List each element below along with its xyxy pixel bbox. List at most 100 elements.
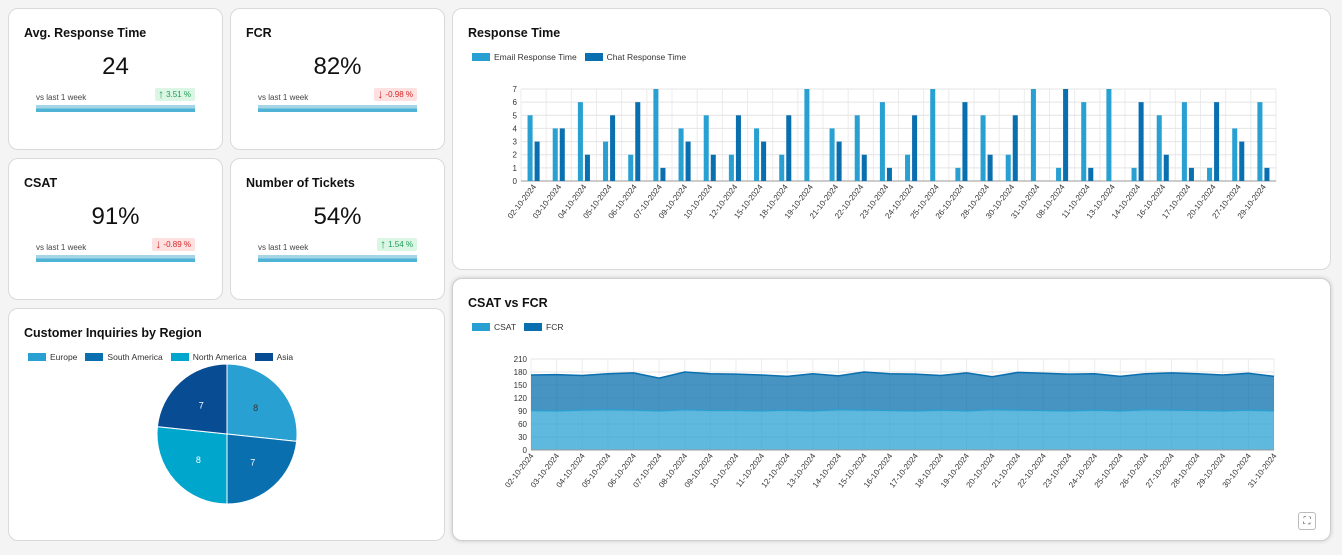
kpi-comparison-label: vs last 1 week — [36, 243, 87, 252]
bar — [836, 141, 842, 181]
chart-title: CSAT vs FCR — [468, 296, 548, 310]
y-tick-label: 180 — [514, 368, 528, 377]
legend-item[interactable]: Asia — [254, 352, 294, 362]
legend-item[interactable]: South America — [85, 352, 163, 362]
bar — [1239, 141, 1245, 181]
pie-slice — [156, 426, 228, 505]
legend-item[interactable]: Chat Response Time — [584, 52, 686, 62]
csat-vs-fcr-area-chart: 030609012015018021002-10-202403-10-20240… — [503, 355, 1279, 489]
y-tick-label: 30 — [518, 433, 527, 442]
bar — [829, 128, 835, 181]
bar — [779, 154, 785, 181]
bar — [1257, 102, 1263, 181]
y-tick-label: 150 — [514, 381, 528, 390]
legend-label: Europe — [50, 352, 78, 362]
expand-icon: ⛶ — [1303, 515, 1311, 527]
kpi-card-fcr: FCR 82% vs last 1 week ↓ -0.98 % — [230, 8, 445, 150]
kpi-change-badge: ↑ 1.54 % — [377, 238, 417, 251]
bar — [761, 141, 767, 181]
kpi-change-value: 1.54 % — [388, 239, 413, 249]
legend-label: South America — [107, 352, 163, 362]
bar — [1131, 167, 1137, 181]
region-chart-card: Customer Inquiries by Region Europe South… — [8, 308, 445, 541]
kpi-comparison-label: vs last 1 week — [258, 243, 309, 252]
kpi-change-badge: ↓ -0.89 % — [152, 238, 195, 251]
legend-item[interactable]: Europe — [28, 352, 77, 362]
bar — [754, 128, 760, 181]
bar — [1188, 167, 1194, 181]
bar — [603, 141, 609, 181]
kpi-title: Number of Tickets — [246, 176, 355, 190]
bar — [1138, 102, 1144, 181]
legend-swatch — [524, 323, 543, 331]
kpi-progress-bar — [36, 105, 195, 112]
chart-legend: Email Response Time Chat Response Time — [472, 52, 686, 62]
arrow-down-icon: ↓ — [155, 237, 162, 251]
legend-swatch — [85, 353, 104, 361]
legend-item[interactable]: North America — [170, 352, 247, 362]
kpi-card-number-of-tickets: Number of Tickets 54% vs last 1 week ↑ 1.… — [230, 158, 445, 300]
arrow-up-icon: ↑ — [158, 87, 165, 101]
kpi-progress-bar — [258, 255, 417, 262]
bar — [1156, 115, 1162, 181]
kpi-change-badge: ↓ -0.98 % — [374, 88, 417, 101]
y-tick-label: 1 — [513, 164, 518, 173]
bar — [735, 115, 741, 181]
y-tick-label: 2 — [513, 151, 518, 160]
kpi-value: 82% — [313, 53, 362, 80]
kpi-value: 91% — [91, 203, 140, 230]
bar — [962, 102, 968, 181]
bar — [1081, 102, 1087, 181]
bar — [1005, 154, 1011, 181]
csat-line — [530, 409, 1275, 412]
pie-chart: 8 7 8 7 — [156, 363, 298, 505]
y-tick-label: 60 — [518, 420, 527, 429]
pie-slice — [226, 363, 298, 442]
bar — [930, 89, 936, 181]
pie-slice — [156, 363, 228, 435]
legend-label: Email Response Time — [494, 52, 577, 62]
bar — [1214, 102, 1220, 181]
kpi-title: Avg. Response Time — [24, 26, 147, 40]
bar — [879, 102, 885, 181]
y-tick-label: 120 — [514, 394, 528, 403]
chart-title: Customer Inquiries by Region — [24, 326, 202, 340]
chart-legend: CSAT FCR — [472, 322, 564, 332]
pie-slice-label: 8 — [196, 455, 201, 465]
bar — [1163, 154, 1169, 181]
kpi-change-value: 3.51 % — [166, 89, 191, 99]
kpi-card-csat: CSAT 91% vs last 1 week ↓ -0.89 % — [8, 158, 223, 300]
y-tick-label: 0 — [513, 177, 518, 186]
bar — [628, 154, 634, 181]
legend-item[interactable]: FCR — [524, 322, 564, 332]
kpi-title: CSAT — [24, 176, 58, 190]
bar — [987, 154, 993, 181]
bar — [854, 115, 860, 181]
legend-swatch — [254, 353, 273, 361]
csat-area — [531, 409, 1274, 450]
fullscreen-button[interactable]: ⛶ — [1298, 512, 1316, 530]
y-tick-label: 6 — [513, 98, 518, 107]
legend-swatch — [584, 53, 603, 61]
legend-item[interactable]: Email Response Time — [472, 52, 577, 62]
bar — [1056, 167, 1062, 181]
bar — [653, 89, 659, 181]
y-tick-label: 210 — [514, 355, 528, 364]
response-time-bar-chart: 0123456702-10-202403-10-202404-10-202405… — [506, 85, 1277, 220]
legend-swatch — [170, 353, 189, 361]
kpi-card-avg-response-time: Avg. Response Time 24 vs last 1 week ↑ 3.… — [8, 8, 223, 150]
bar — [710, 154, 716, 181]
kpi-title: FCR — [246, 26, 272, 40]
bar — [1232, 128, 1238, 181]
legend-swatch — [28, 353, 46, 361]
bar — [552, 128, 558, 181]
kpi-value: 24 — [102, 53, 129, 80]
bar — [678, 128, 684, 181]
bar — [786, 115, 792, 181]
legend-item[interactable]: CSAT — [472, 322, 516, 332]
legend-label: Asia — [276, 352, 294, 362]
y-tick-label: 90 — [518, 407, 527, 416]
legend-swatch — [472, 53, 490, 61]
bar — [1063, 89, 1069, 181]
kpi-comparison-label: vs last 1 week — [36, 93, 87, 102]
